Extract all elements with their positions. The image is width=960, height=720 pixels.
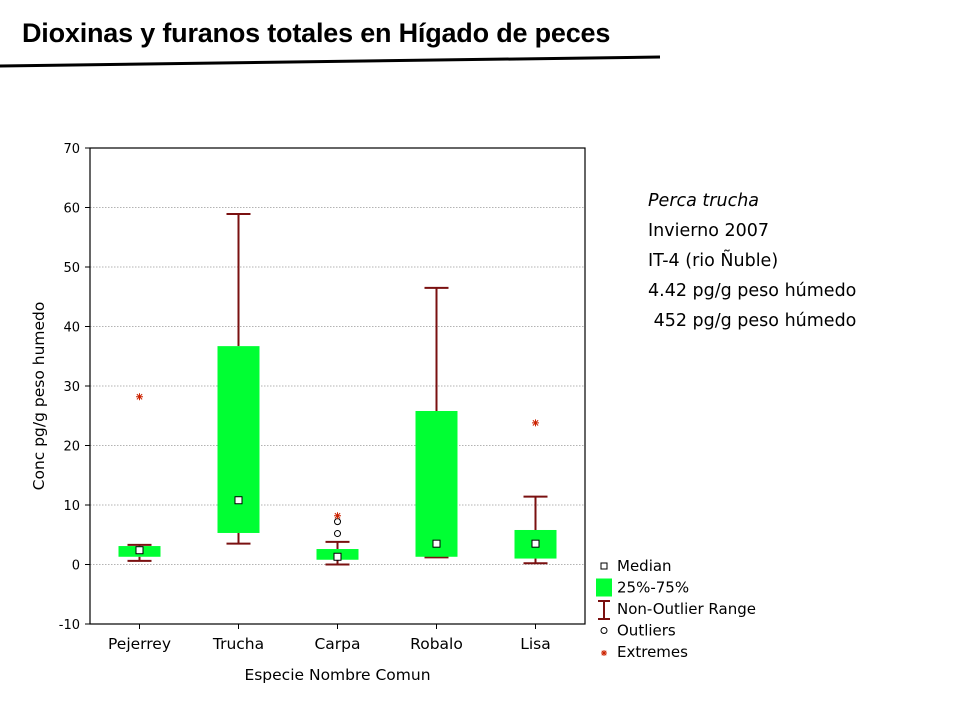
legend-label: Non-Outlier Range (617, 600, 756, 618)
legend-box-swatch (596, 578, 612, 597)
y-tick-label: 60 (63, 202, 80, 217)
y-tick-label: 40 (63, 321, 80, 336)
iqr-box (415, 410, 458, 557)
x-tick-label: Pejerrey (108, 635, 171, 653)
y-tick-label: -10 (59, 618, 80, 633)
x-tick-label: Robalo (410, 635, 463, 653)
annotation-value-2: 452 pg/g peso húmedo (648, 311, 857, 331)
legend-label: Outliers (617, 622, 676, 640)
outlier-point (334, 518, 341, 526)
legend-label: 25%-75% (617, 579, 689, 597)
x-tick-label: Lisa (520, 635, 551, 653)
extreme-point (532, 419, 539, 427)
x-axis-title: Especie Nombre Comun (244, 666, 430, 684)
legend-label: Extremes (617, 643, 688, 661)
iqr-box (217, 346, 260, 533)
y-tick-label: 10 (63, 499, 80, 514)
title-underline (0, 55, 661, 68)
annotation-season: Invierno 2007 (648, 221, 770, 241)
median-marker (135, 546, 144, 555)
extreme-point (136, 393, 143, 401)
y-tick-label: 70 (63, 142, 80, 157)
x-tick-label: Trucha (212, 635, 264, 653)
median-marker (432, 539, 441, 548)
y-tick-label: 20 (63, 440, 80, 455)
y-tick-label: 50 (63, 261, 80, 276)
y-tick-label: 30 (63, 380, 80, 395)
y-axis-title: Conc pg/g peso humedo (30, 302, 48, 491)
median-marker (234, 496, 243, 505)
extreme-point (334, 512, 341, 520)
annotation-value-1: 4.42 pg/g peso húmedo (648, 281, 857, 301)
median-marker (531, 539, 540, 548)
annotation-site: IT-4 (rio Ñuble) (648, 251, 779, 271)
legend-label: Median (617, 557, 672, 575)
legend-extreme-swatch (601, 650, 607, 656)
annotation-species: Perca trucha (648, 191, 760, 211)
annotation-block: Perca trucha Invierno 2007 IT-4 (rio Ñub… (648, 186, 856, 336)
legend-range-swatch (598, 600, 610, 620)
slide-title: Dioxinas y furanos totales en Hígado de … (22, 18, 611, 48)
legend-median-swatch (600, 562, 608, 570)
x-tick-label: Carpa (314, 635, 360, 653)
legend-outlier-swatch (600, 627, 608, 634)
outlier-point (334, 530, 341, 538)
y-tick-label: 0 (72, 559, 80, 574)
median-marker (333, 552, 342, 561)
